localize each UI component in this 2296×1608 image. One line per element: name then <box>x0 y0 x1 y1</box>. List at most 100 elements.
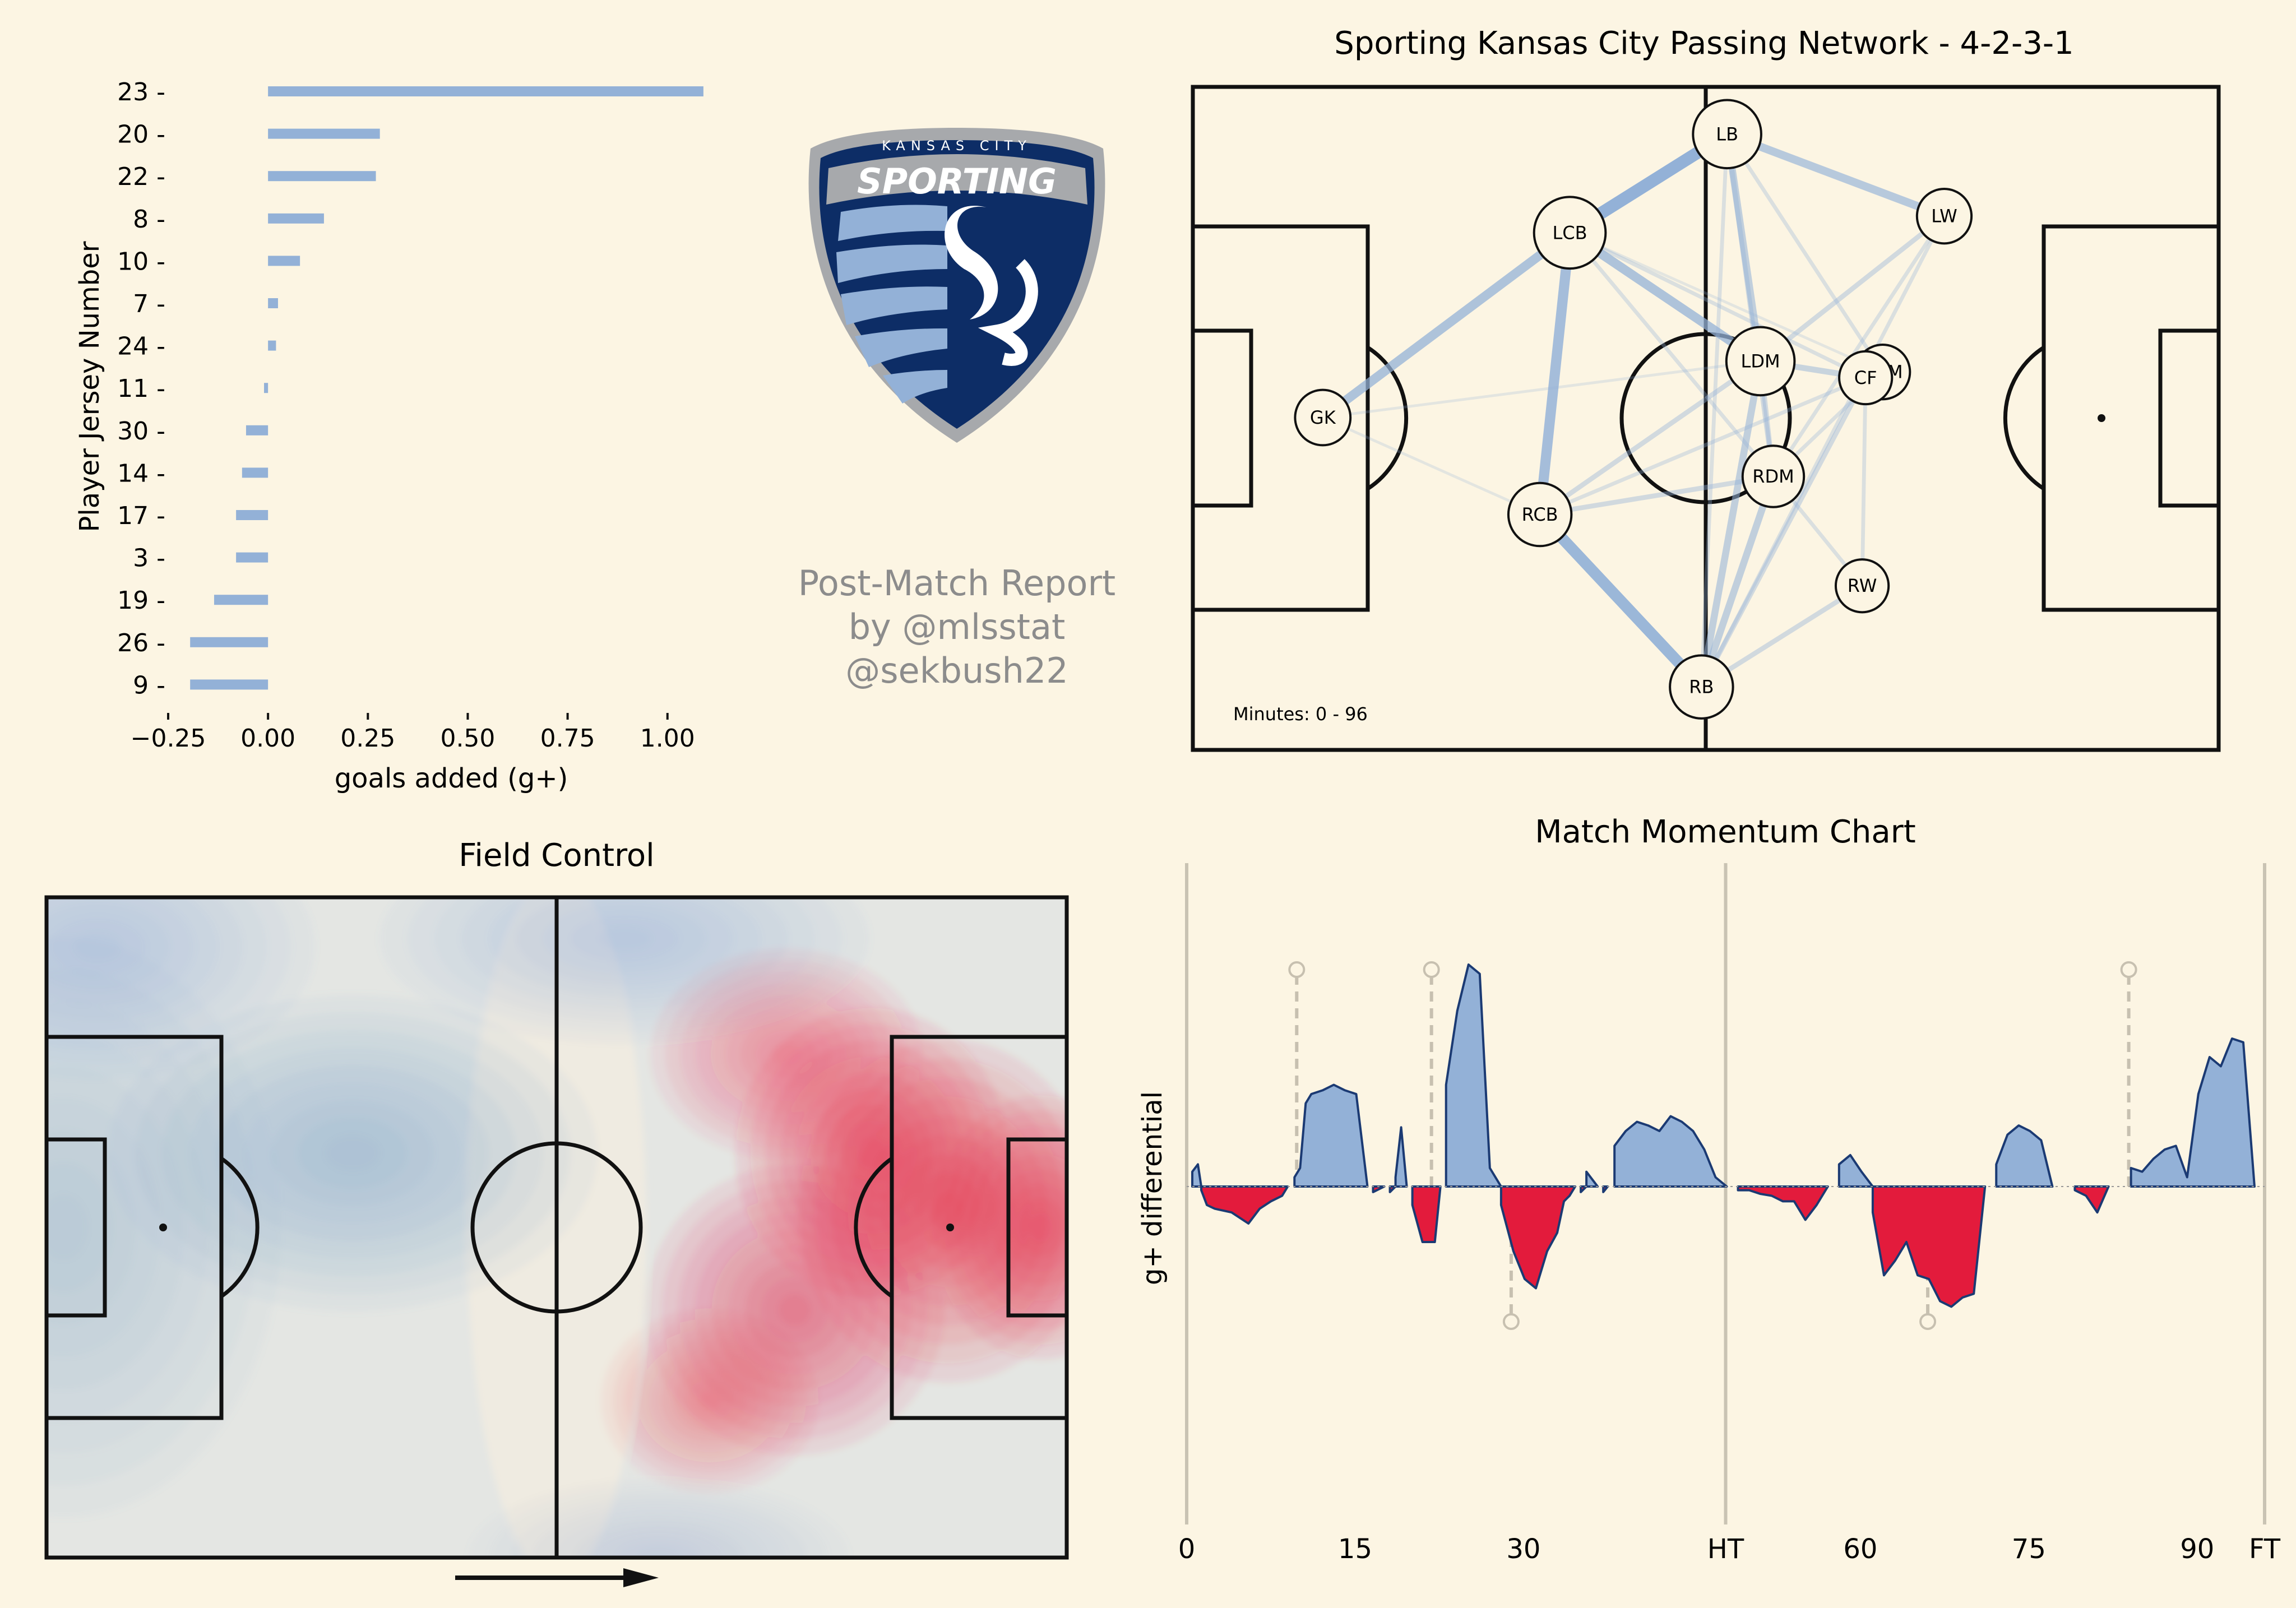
player-node-lcb: LCB <box>1533 196 1607 270</box>
pass-edge-lcb-rcb <box>1535 232 1575 515</box>
pass-edge-gk-ldm <box>1322 360 1761 419</box>
pass-edge-gk-lcb <box>1320 229 1573 421</box>
bar-y-tick-label: 7 - <box>133 290 165 318</box>
player-node-label: RW <box>1848 575 1877 596</box>
player-node-circle <box>1838 350 1894 406</box>
bar-jersey-26 <box>190 637 269 647</box>
pass-edge-lb-cam <box>1725 133 1885 373</box>
bar-jersey-14 <box>242 467 269 478</box>
bar-y-tick-label: 23 - <box>117 78 165 106</box>
player-node-cf: CF <box>1838 350 1894 406</box>
player-node-ldm: LDM <box>1725 326 1796 397</box>
sporting-kc-crest-icon: SPORTING KANSAS CITY <box>808 128 1105 443</box>
control-contour-blue <box>597 926 652 951</box>
player-node-label: RB <box>1689 676 1714 698</box>
momentum-area-positive <box>1191 1163 1203 1188</box>
bar-y-axis-label: Player Jersey Number <box>74 241 105 532</box>
momentum-area-negative <box>1411 1185 1442 1243</box>
momentum-x-tick-label: 0 <box>1178 1533 1196 1565</box>
player-node-rcb: RCB <box>1507 481 1573 548</box>
control-contour-blue <box>73 932 122 962</box>
pass-edge-lw-ldm <box>1758 214 1946 363</box>
control-contour-blue <box>47 1195 88 1260</box>
momentum-area-negative <box>1499 1185 1577 1290</box>
bar-y-tick-label: 30 - <box>117 417 165 446</box>
passing-network-minutes: Minutes: 0 - 96 <box>1233 703 1368 725</box>
player-node-label: RCB <box>1522 504 1558 525</box>
bar-y-tick-label: 20 - <box>117 121 165 149</box>
momentum-x-tick-label: 75 <box>2012 1533 2046 1565</box>
player-node-circle <box>1741 444 1806 508</box>
player-node-label: LW <box>1931 206 1957 227</box>
goal-ball-icon <box>2120 961 2137 978</box>
bar-jersey-7 <box>268 298 278 308</box>
goals-added-bar-chart: 23 - 20 - 22 - 8 - 10 - 7 - 24 - 11 - 30 - 14 - 17… <box>74 78 703 794</box>
credit-line-2: by @mlsstat <box>849 606 1066 647</box>
player-node-circle <box>1725 326 1796 397</box>
bar-jersey-8 <box>268 213 324 224</box>
player-node-rb: RB <box>1669 654 1734 720</box>
pass-edge-gk-rcb <box>1322 416 1541 516</box>
momentum-area-positive <box>1394 1126 1408 1188</box>
player-node-label: LB <box>1716 123 1738 145</box>
momentum-area-positive <box>1995 1124 2054 1188</box>
pass-edge-lb-ldm <box>1723 133 1764 362</box>
momentum-area-negative <box>1200 1185 1289 1225</box>
bar-jersey-23 <box>268 86 703 96</box>
credit-line-1: Post-Match Report <box>798 563 1116 604</box>
bar-y-tick-label: 17 - <box>117 502 165 530</box>
pn-penalty-spot-right <box>2098 414 2105 422</box>
bar-jersey-24 <box>268 340 276 351</box>
control-contour-red <box>771 1042 802 1066</box>
player-node-lw: LW <box>1915 188 1973 245</box>
bar-y-tick-label: 8 - <box>133 205 165 234</box>
bar-jersey-9 <box>190 679 269 690</box>
player-node-circle <box>1507 481 1573 548</box>
momentum-area-positive <box>1585 1170 1599 1188</box>
bar-x-tick-label: 1.00 <box>640 724 695 753</box>
field-control-pitch <box>44 895 1069 1560</box>
player-node-circle <box>1692 99 1762 170</box>
field-control: Field Control <box>44 837 1069 1587</box>
momentum-y-axis-label: g+ differential <box>1137 1091 1168 1285</box>
momentum-x-tick-label: HT <box>1707 1533 1744 1565</box>
goal-ball-icon <box>1288 961 1306 978</box>
bar-x-tick-label: 0.25 <box>340 724 395 753</box>
bar-jersey-19 <box>214 595 269 605</box>
pass-edge-rb-ldm <box>1698 360 1764 688</box>
bar-y-tick-label: 9 - <box>133 671 165 699</box>
match-momentum-chart: Match Momentum Chart g+ differential 0 15… <box>1137 814 2281 1565</box>
pass-edge-lb-lw <box>1725 130 1946 220</box>
control-contour-blue <box>637 1549 680 1558</box>
pass-edge-lcb-ldm <box>1567 229 1763 365</box>
pass-edge-lw-rdm <box>1771 215 1946 478</box>
bar-x-tick-label: 0.00 <box>240 724 295 753</box>
field-control-title: Field Control <box>459 837 654 874</box>
pass-edge-rb-rdm <box>1698 475 1777 688</box>
momentum-area-negative <box>1737 1185 1829 1221</box>
pass-edge-lcb-rdm <box>1568 231 1775 478</box>
credit-line-3: @sekbush22 <box>845 650 1068 691</box>
momentum-x-tick-label: FT <box>2249 1533 2281 1565</box>
momentum-area-positive <box>1445 963 1502 1188</box>
fc-penalty-spot-right <box>946 1224 954 1231</box>
player-node-label: LCB <box>1552 222 1587 243</box>
player-node-label: LDM <box>1741 350 1780 372</box>
momentum-area-positive <box>1613 1115 1728 1188</box>
goal-ball-icon <box>1423 961 1440 978</box>
bar-x-tick-label: 0.50 <box>440 724 495 753</box>
momentum-x-tick-label: 60 <box>1843 1533 1877 1565</box>
goal-ball-icon <box>1502 1313 1520 1330</box>
player-node-label: GK <box>1310 407 1336 428</box>
player-node-gk: GK <box>1294 388 1352 447</box>
bar-y-tick-label: 24 - <box>117 332 165 361</box>
player-node-circle <box>1294 388 1352 447</box>
bar-y-tick-label: 22 - <box>117 163 165 191</box>
player-node-circle <box>1834 558 1890 614</box>
pass-edge-rb-cf <box>1699 377 1868 688</box>
player-node-label: CF <box>1854 367 1877 388</box>
control-contour-blue <box>325 1136 380 1171</box>
momentum-area-positive <box>1837 1153 1874 1188</box>
bar-x-axis-label: goals added (g+) <box>335 763 568 794</box>
